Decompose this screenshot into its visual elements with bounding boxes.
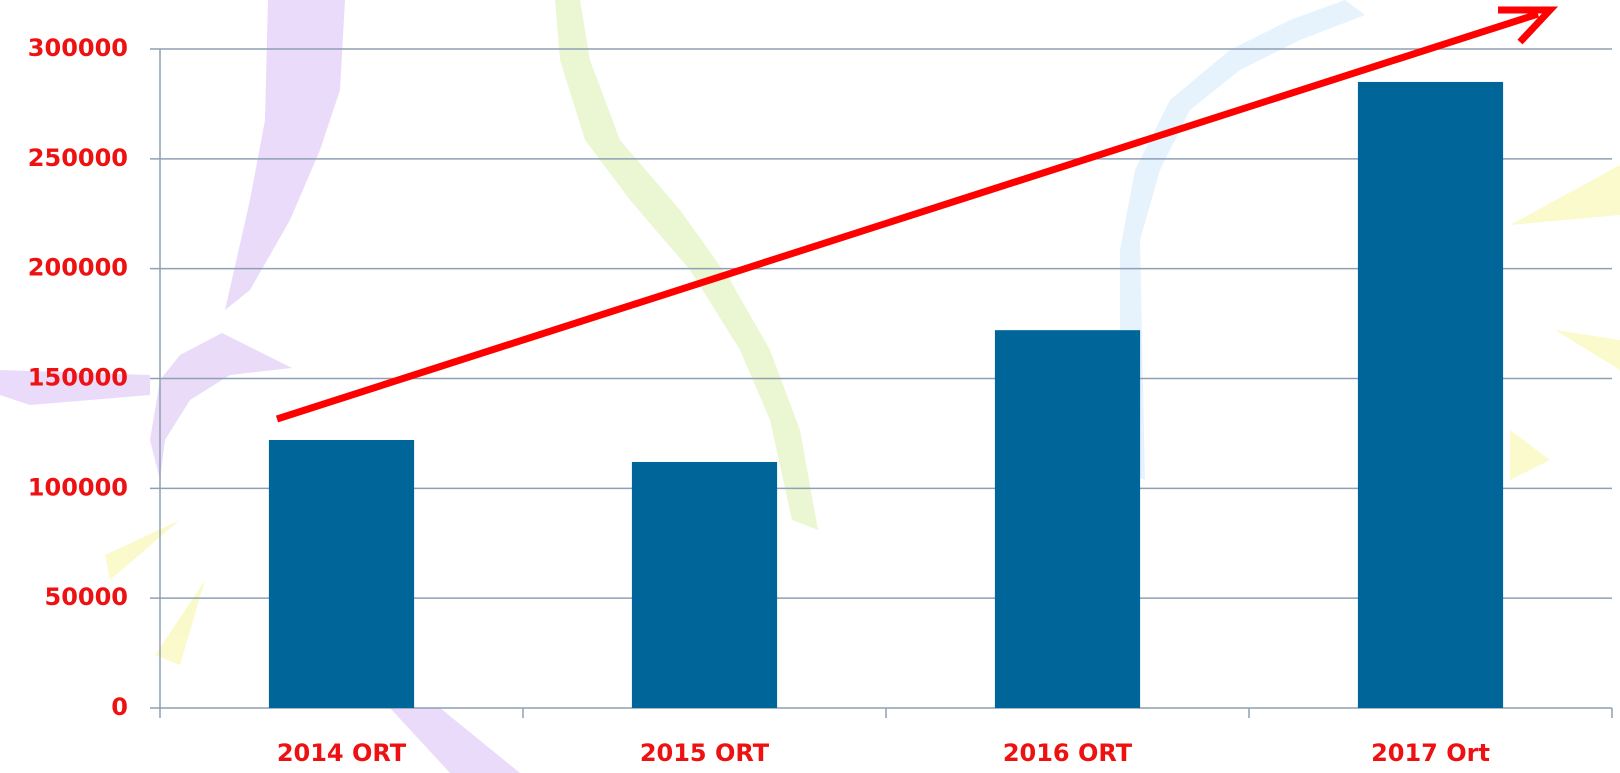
y-tick-label: 200000	[28, 254, 128, 282]
x-tick-label: 2015 ORT	[640, 739, 770, 767]
bar	[269, 440, 414, 708]
y-tick-label: 150000	[28, 364, 128, 392]
y-tick-label: 0	[111, 693, 128, 721]
y-tick-label: 100000	[28, 473, 128, 501]
x-tick-label: 2017 Ort	[1371, 739, 1490, 767]
chart: 0 50000 100000 150000 200000 250000 300000 2014…	[0, 0, 1620, 773]
y-tick-label: 300000	[28, 34, 128, 62]
y-tick-label: 50000	[45, 583, 129, 611]
bar	[995, 330, 1140, 708]
x-tick-label: 2014 ORT	[277, 739, 407, 767]
y-tick-label: 250000	[28, 144, 128, 172]
bar	[632, 462, 777, 708]
x-tick-label: 2016 ORT	[1003, 739, 1133, 767]
bar	[1358, 82, 1503, 708]
